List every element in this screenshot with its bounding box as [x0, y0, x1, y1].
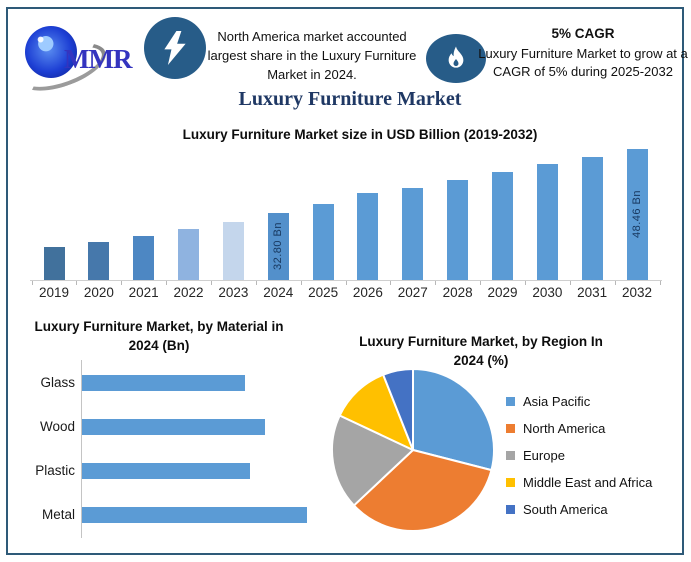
legend-item-north-america: North America	[506, 415, 681, 442]
material-chart-title: Luxury Furniture Market, by Material in …	[9, 317, 309, 355]
pie-slice-europe	[331, 414, 414, 507]
legend-marker-europe	[506, 451, 515, 460]
region-pie-legend: Asia Pacific North America Europe Middle Ea…	[506, 388, 681, 523]
year-label-2019: 2019	[38, 285, 70, 300]
legend-item-europe: Europe	[506, 442, 681, 469]
bar-2019	[43, 247, 65, 280]
flame-badge	[426, 34, 486, 83]
pie-slice-middle-east-and-africa	[338, 373, 414, 451]
year-label-2029: 2029	[487, 285, 518, 300]
bar-value-label-2032: 48.46 Bn	[631, 190, 644, 239]
pie-slice-south-america	[382, 368, 414, 451]
x-axis-tick	[390, 281, 392, 285]
pie-slice-north-america	[352, 449, 493, 532]
x-axis-tick	[121, 281, 123, 285]
cagr-title: 5% CAGR	[551, 26, 615, 41]
x-axis-tick	[211, 281, 212, 285]
x-axis-tick	[31, 281, 33, 285]
year-label-2030: 2030	[532, 285, 563, 300]
lightning-badge	[144, 17, 206, 79]
year-label-2032: 2032	[622, 285, 653, 300]
x-axis-tick	[76, 281, 78, 285]
bar-2024: 32.80 Bn	[267, 213, 289, 280]
x-axis-tick	[569, 281, 571, 285]
flame-icon	[448, 46, 464, 68]
legend-item-south-america: South America	[506, 496, 681, 523]
x-axis-tick	[659, 281, 661, 285]
bar-2032: 48.46 Bn	[626, 149, 648, 280]
legend-marker-south-america	[506, 505, 515, 514]
region-chart-title-line2: 2024 (%)	[453, 353, 509, 368]
material-y-axis-line	[81, 360, 82, 538]
material-chart-title-line1: Luxury Furniture Market, by Material in	[34, 319, 284, 334]
legend-label-south-america: South America	[523, 502, 608, 517]
x-axis-tick	[166, 281, 168, 285]
legend-item-middle-east-and-africa: Middle East and Africa	[506, 469, 681, 496]
material-bar-plastic	[82, 463, 250, 479]
region-pie-chart	[330, 367, 496, 533]
legend-marker-north-america	[506, 424, 515, 433]
year-label-2031: 2031	[577, 285, 608, 300]
headline-north-america: North America market accounted largest s…	[207, 29, 417, 82]
lightning-icon	[164, 31, 186, 65]
bar-2021	[133, 236, 155, 280]
bar-2023	[222, 222, 244, 280]
x-axis-tick	[614, 281, 616, 285]
x-axis-line	[30, 280, 662, 281]
legend-item-asia-pacific: Asia Pacific	[506, 388, 681, 415]
legend-label-europe: Europe	[523, 448, 565, 463]
bar-2022	[178, 229, 200, 280]
bar-2030	[536, 164, 558, 280]
material-chart-title-line2: 2024 (Bn)	[128, 338, 190, 353]
bar-2027	[402, 188, 424, 280]
material-label-metal: Metal	[41, 507, 75, 522]
cagr-text: Luxury Furniture Market to grow at a CAG…	[478, 46, 688, 79]
material-bar-glass	[82, 375, 245, 391]
x-axis-tick	[300, 281, 302, 285]
legend-marker-asia-pacific	[506, 397, 515, 406]
year-label-2024: 2024	[263, 285, 294, 300]
legend-label-middle-east-and-africa: Middle East and Africa	[523, 475, 653, 490]
x-axis-tick	[480, 281, 482, 285]
bar-2026	[357, 193, 379, 280]
region-chart-title-line1: Luxury Furniture Market, by Region In	[359, 334, 603, 349]
logo-text: MMR	[64, 44, 132, 74]
bar-2028	[447, 180, 469, 280]
material-label-wood: Wood	[39, 419, 75, 434]
year-label-2022: 2022	[173, 285, 204, 300]
page-title: Luxury Furniture Market	[238, 88, 462, 110]
year-label-2028: 2028	[442, 285, 473, 300]
year-label-2020: 2020	[83, 285, 114, 300]
bar-value-label-2024: 32.80 Bn	[272, 222, 285, 271]
x-axis-tick	[435, 281, 437, 285]
bar-2020	[88, 242, 110, 280]
region-chart-title: Luxury Furniture Market, by Region In 20…	[331, 332, 631, 370]
legend-marker-middle-east-and-africa	[506, 478, 515, 487]
year-label-2025: 2025	[308, 285, 339, 300]
bar-2031	[581, 157, 603, 280]
material-bar-wood	[82, 419, 265, 435]
globe-icon	[25, 26, 77, 78]
year-label-2026: 2026	[352, 285, 383, 300]
bar-2025	[312, 204, 334, 280]
cagr-block: 5% CAGR Luxury Furniture Market to grow …	[478, 26, 688, 80]
year-label-2027: 2027	[397, 285, 428, 300]
main-chart-title: Luxury Furniture Market size in USD Bill…	[182, 127, 538, 142]
year-label-2021: 2021	[128, 285, 159, 300]
legend-label-asia-pacific: Asia Pacific	[523, 394, 591, 409]
x-axis-tick	[345, 281, 347, 285]
legend-label-north-america: North America	[523, 421, 606, 436]
pie-slice-asia-pacific	[412, 368, 495, 472]
year-label-2023: 2023	[218, 285, 249, 300]
material-label-plastic: Plastic	[35, 463, 75, 478]
material-bar-metal	[82, 507, 307, 523]
x-axis-tick	[255, 281, 257, 285]
mmr-logo: MMR	[14, 14, 145, 101]
material-label-glass: Glass	[40, 375, 75, 390]
bar-2029	[492, 172, 513, 280]
x-axis-tick	[524, 281, 526, 285]
